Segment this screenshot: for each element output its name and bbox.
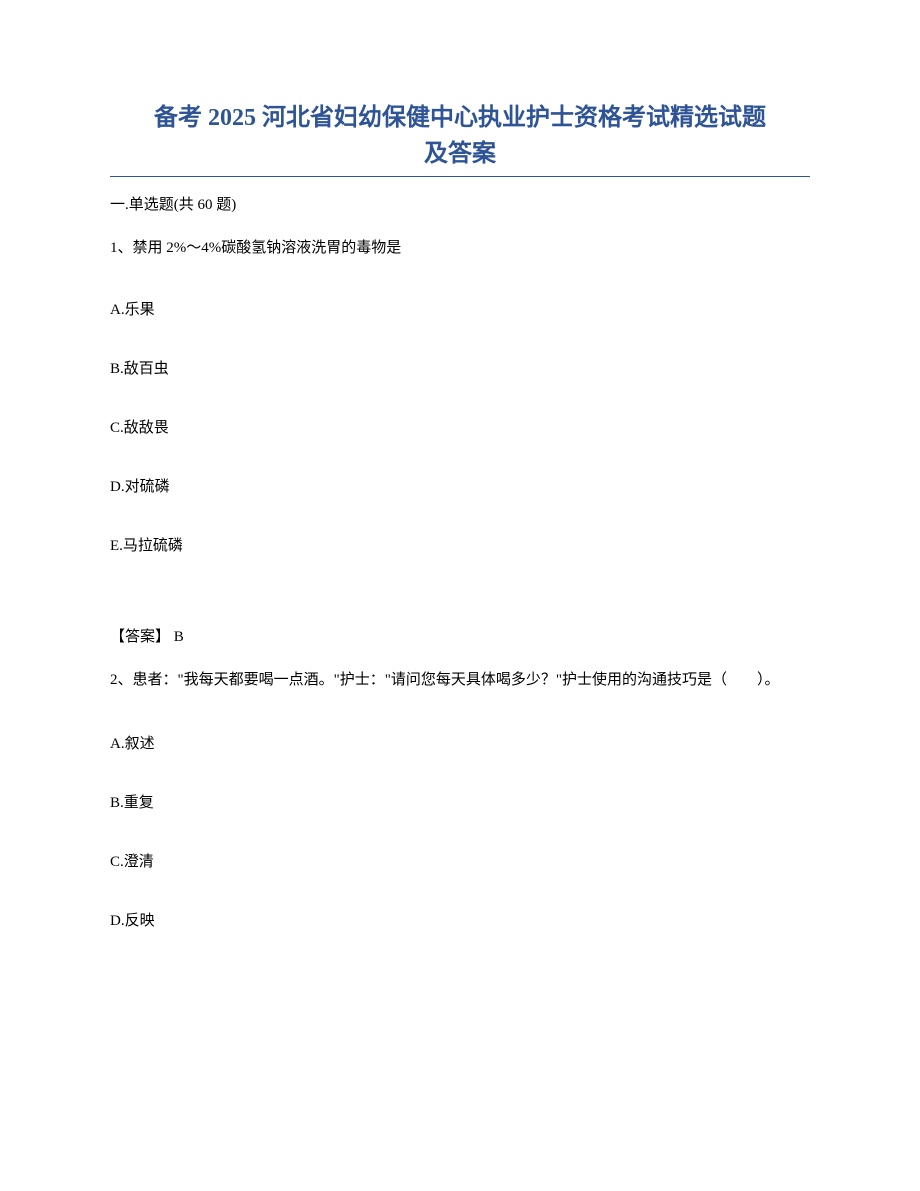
question-2-option-c: C.澄清 xyxy=(110,850,810,871)
question-1-option-d: D.对硫磷 xyxy=(110,475,810,496)
question-1-option-e: E.马拉硫磷 xyxy=(110,534,810,555)
document-title-line1: 备考 2025 河北省妇幼保健中心执业护士资格考试精选试题 xyxy=(110,100,810,136)
title-divider xyxy=(110,176,810,177)
question-2-option-a: A.叙述 xyxy=(110,732,810,753)
question-2-option-b: B.重复 xyxy=(110,791,810,812)
question-1-option-c: C.敌敌畏 xyxy=(110,416,810,437)
document-title-line2: 及答案 xyxy=(110,136,810,172)
question-1-answer: 【答案】 B xyxy=(110,625,810,646)
question-1-option-b: B.敌百虫 xyxy=(110,357,810,378)
section-header: 一.单选题(共 60 题) xyxy=(110,193,810,214)
question-2-option-d: D.反映 xyxy=(110,909,810,930)
question-1-option-a: A.乐果 xyxy=(110,298,810,319)
question-2-text: 2、患者："我每天都要喝一点酒。"护士："请问您每天具体喝多少？"护士使用的沟通… xyxy=(110,668,810,694)
question-1-text: 1、禁用 2%～4%碳酸氢钠溶液洗胃的毒物是 xyxy=(110,236,810,260)
